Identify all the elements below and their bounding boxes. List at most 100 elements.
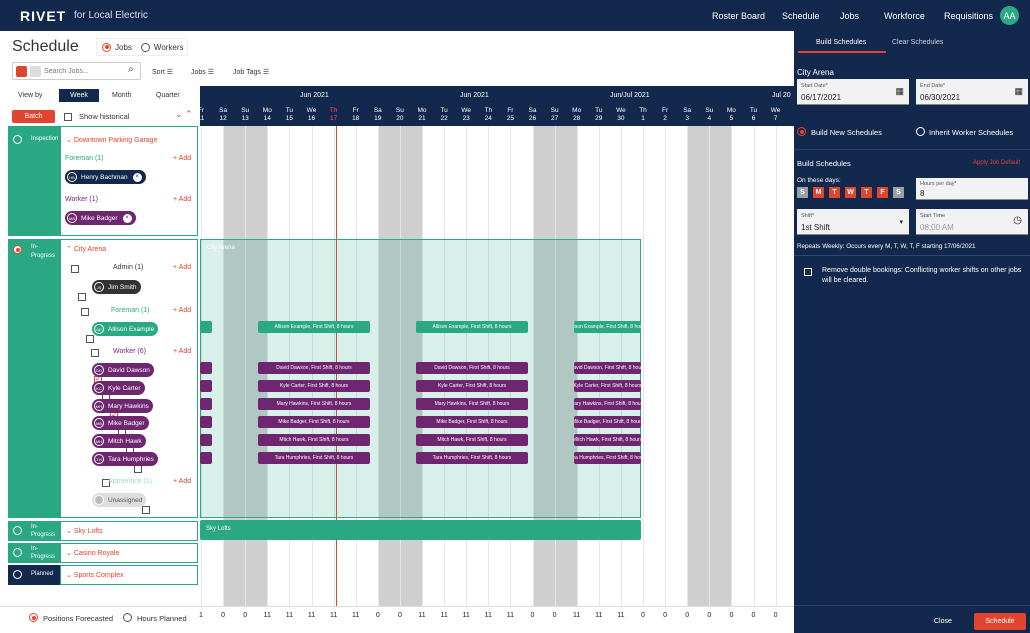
calendar-icon[interactable]: ▦	[1014, 86, 1023, 96]
shift-bar[interactable]: Kyle Carter, First Shift, 8 hours	[574, 380, 641, 392]
sort-filter[interactable]: Sort ☰	[152, 68, 173, 76]
list-view-icon[interactable]	[16, 66, 27, 77]
add-button[interactable]: + Add	[173, 478, 192, 485]
shift-bar[interactable]: Kyle Carter, First Shift, 8 hours	[258, 380, 370, 392]
card-view-icon[interactable]	[30, 66, 41, 77]
shift-bar[interactable]: Tara Humphries, First Shift, 8 hours	[574, 452, 641, 464]
shift-bar[interactable]	[200, 362, 212, 374]
day-toggle[interactable]: T	[861, 187, 872, 198]
job-span-sky-lofts[interactable]: Sky Lofts	[200, 520, 641, 540]
chevron-down-icon[interactable]: ▾	[899, 219, 903, 226]
tab-build-schedules[interactable]: Build Schedules	[816, 39, 867, 46]
person-pill[interactable]: KC Kyle Carter	[92, 381, 145, 395]
shift-bar[interactable]: Tara Humphries, First Shift, 8 hours	[258, 452, 370, 464]
job-name[interactable]: ⌄ Sports Complex	[66, 572, 124, 579]
nav-jobs[interactable]: Jobs	[840, 11, 860, 21]
radio[interactable]	[916, 127, 925, 137]
positions-forecasted-radio[interactable]	[29, 613, 38, 623]
clock-icon[interactable]: ◷	[1013, 215, 1022, 226]
job-tags-filter[interactable]: Job Tags ☰	[233, 68, 269, 76]
search-box[interactable]: ⌕	[12, 62, 141, 80]
hours-per-day-field[interactable]: Hours per day* 8	[916, 178, 1028, 200]
shift-bar[interactable]	[200, 416, 212, 428]
close-icon[interactable]: ×	[122, 213, 132, 223]
person-checkbox[interactable]	[86, 334, 94, 343]
shift-bar[interactable]	[200, 434, 212, 446]
shift-bar[interactable]: David Dawson, First Shift, 8 hours	[416, 362, 528, 374]
job-select-radio[interactable]	[13, 135, 22, 144]
day-toggle[interactable]: W	[845, 187, 856, 198]
shift-bar[interactable]	[200, 321, 212, 333]
day-toggle[interactable]: F	[877, 187, 888, 198]
inherit-radio[interactable]	[916, 127, 925, 137]
search-icon[interactable]: ⌕	[128, 64, 134, 75]
day-toggle[interactable]: S	[893, 187, 904, 198]
person-checkbox[interactable]	[142, 505, 150, 514]
schedule-button[interactable]: Schedule	[974, 613, 1026, 630]
show-historical-checkbox[interactable]	[64, 112, 72, 121]
shift-bar[interactable]: Allison Example, First Shift, 8 hours	[416, 321, 528, 333]
start-date-field[interactable]: Start Date* 06/17/2021 ▦	[797, 79, 909, 105]
apply-job-default-link[interactable]: Apply Job Default	[973, 160, 1021, 166]
shift-bar[interactable]: Mitch Hawk, First Shift, 8 hours	[574, 434, 641, 446]
shift-bar[interactable]: David Dawson, First Shift, 8 hours	[574, 362, 641, 374]
end-date-field[interactable]: End Date* 06/30/2021 ▦	[916, 79, 1028, 105]
shift-bar[interactable]	[200, 398, 212, 410]
day-toggle[interactable]: M	[813, 187, 824, 198]
workers-radio-label[interactable]: Workers	[153, 42, 184, 52]
person-pill[interactable]: DD David Dawson	[92, 363, 154, 377]
add-button[interactable]: + Add	[173, 264, 192, 271]
shift-bar[interactable]	[200, 452, 212, 464]
person-pill[interactable]: MB Mike Badger	[92, 416, 149, 430]
build-new-radio[interactable]	[797, 127, 806, 137]
nav-requisitions[interactable]: Requisitions	[944, 11, 994, 21]
person-checkbox[interactable]	[78, 292, 86, 301]
person-pill[interactable]: Unassigned	[92, 493, 147, 507]
nav-workforce[interactable]: Workforce	[884, 11, 925, 21]
shift-bar[interactable]	[200, 380, 212, 392]
checkbox[interactable]	[64, 112, 72, 121]
person-pill[interactable]: AE Allison Example	[92, 322, 159, 336]
add-button[interactable]: + Add	[173, 348, 192, 355]
user-avatar[interactable]: AA	[1000, 6, 1019, 25]
close-button[interactable]: Close	[934, 618, 952, 625]
checkbox[interactable]	[804, 267, 812, 276]
view-week-button[interactable]: Week	[59, 89, 99, 102]
add-button[interactable]: + Add	[173, 307, 192, 314]
add-button[interactable]: + Add	[173, 155, 192, 162]
person-pill[interactable]: MB Mike Badger ×	[65, 211, 136, 225]
workers-radio[interactable]	[140, 42, 150, 52]
shift-bar[interactable]: Mike Badger, First Shift, 8 hours	[258, 416, 370, 428]
shift-bar[interactable]: Mitch Hawk, First Shift, 8 hours	[258, 434, 370, 446]
calendar-icon[interactable]: ▦	[895, 86, 904, 96]
person-pill[interactable]: MH Mitch Hawk	[92, 434, 146, 448]
close-icon[interactable]: ×	[132, 172, 142, 182]
job-select-radio[interactable]	[13, 245, 22, 254]
shift-bar[interactable]: Mitch Hawk, First Shift, 8 hours	[416, 434, 528, 446]
remove-double-bookings-checkbox[interactable]	[804, 267, 812, 276]
group-checkbox[interactable]	[71, 264, 79, 273]
shift-bar[interactable]: Mike Badger, First Shift, 8 hours	[416, 416, 528, 428]
job-select-radio[interactable]	[13, 526, 22, 535]
job-name[interactable]: ⌄ Casino Royale	[66, 550, 120, 557]
radio[interactable]	[29, 613, 38, 623]
view-month-button[interactable]: Month	[112, 92, 132, 99]
view-quarter-button[interactable]: Quarter	[156, 92, 180, 99]
person-pill[interactable]: JS Jim Smith	[92, 280, 141, 294]
shift-bar[interactable]: Tara Humphries, First Shift, 8 hours	[416, 452, 528, 464]
shift-bar[interactable]: Allison Example, First Shift, 8 hours	[574, 321, 641, 333]
radio[interactable]	[797, 127, 806, 137]
nav-schedule[interactable]: Schedule	[782, 11, 820, 21]
jobs-filter[interactable]: Jobs ☰	[191, 68, 214, 76]
job-select-radio[interactable]	[13, 548, 22, 557]
job-name[interactable]: ⌃ City Arena	[66, 246, 107, 253]
day-toggle[interactable]: T	[829, 187, 840, 198]
shift-bar[interactable]: Mary Hawkins, First Shift, 8 hours	[574, 398, 641, 410]
group-checkbox[interactable]	[101, 478, 110, 487]
job-span-city-arena[interactable]: City Arena	[200, 239, 641, 518]
start-time-field[interactable]: Start Time 08:00 AM ◷	[916, 209, 1028, 235]
person-checkbox[interactable]	[134, 464, 142, 473]
jobs-radio-label[interactable]: Jobs	[115, 42, 132, 52]
person-pill[interactable]: TH Tara Humphries	[92, 452, 158, 466]
shift-bar[interactable]: David Dawson, First Shift, 8 hours	[258, 362, 370, 374]
